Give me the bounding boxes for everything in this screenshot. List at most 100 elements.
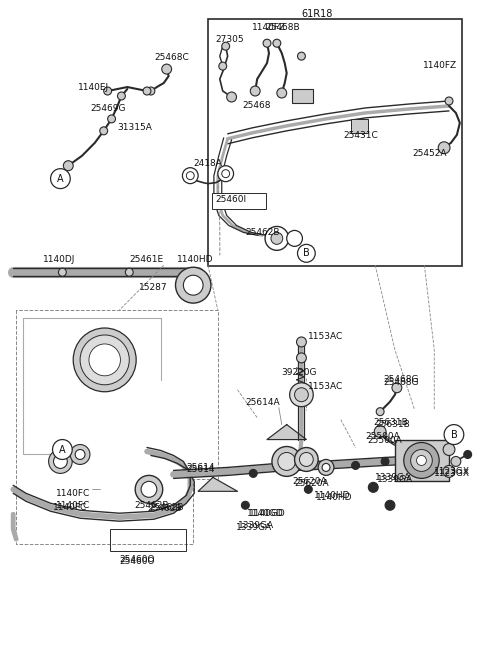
Circle shape [100,127,108,135]
Circle shape [54,455,67,469]
Circle shape [183,275,203,295]
Circle shape [50,169,70,189]
Text: 1123GX: 1123GX [434,467,470,477]
Text: 1153AC: 1153AC [308,382,344,391]
Bar [208,19,462,266]
Text: 25468G: 25468G [383,375,419,384]
Circle shape [288,465,296,473]
Circle shape [250,86,260,96]
Text: 25620A: 25620A [293,477,327,487]
Text: 25462B: 25462B [149,503,183,512]
Circle shape [80,335,129,385]
Circle shape [104,87,111,95]
Text: 25614: 25614 [186,463,215,473]
Text: 1339GA: 1339GA [375,473,411,483]
Circle shape [273,39,281,47]
Circle shape [63,161,73,171]
Text: 1140GD: 1140GD [249,509,286,518]
Circle shape [48,449,72,473]
Text: 1140GD: 1140GD [247,509,284,518]
Circle shape [222,42,229,50]
Circle shape [219,62,227,70]
Text: 61R18: 61R18 [301,9,333,19]
Text: 25631B: 25631B [373,418,408,426]
Circle shape [304,485,312,493]
Circle shape [147,87,155,95]
Text: 25460O: 25460O [120,555,155,564]
Text: 25468C: 25468C [154,53,189,62]
Circle shape [59,268,66,276]
Text: 25431C: 25431C [344,131,379,140]
Text: 1140DJ: 1140DJ [43,256,75,264]
Circle shape [376,408,384,416]
Circle shape [297,353,306,363]
Text: A: A [59,444,66,455]
Bar [395,440,449,481]
Circle shape [368,483,378,493]
Circle shape [182,167,198,183]
Text: 25500A: 25500A [367,436,402,445]
Text: 1140FZ: 1140FZ [422,61,456,70]
Text: 1140FC: 1140FC [52,503,87,512]
Circle shape [295,388,308,402]
Text: 25462B: 25462B [147,504,181,513]
Polygon shape [267,424,306,440]
Circle shape [443,465,455,477]
Circle shape [186,171,194,179]
Text: 1153AC: 1153AC [308,332,344,341]
Text: 25460I: 25460I [216,195,247,204]
Text: 1140HD: 1140HD [314,491,351,500]
Text: 27305: 27305 [215,35,243,44]
Circle shape [118,92,125,100]
Circle shape [176,267,211,303]
Text: 15287: 15287 [139,283,168,292]
Text: 1140HD: 1140HD [316,493,353,502]
Circle shape [227,92,237,102]
Circle shape [272,446,301,477]
Circle shape [70,444,90,465]
Circle shape [289,383,313,406]
Text: 25468: 25468 [242,101,271,110]
Text: 25614A: 25614A [245,398,280,406]
Circle shape [295,448,318,471]
Circle shape [392,383,402,393]
Circle shape [445,97,453,105]
Text: 25452A: 25452A [413,149,447,158]
Text: 1339GA: 1339GA [236,523,272,532]
Bar [350,119,368,133]
Text: A: A [57,173,64,183]
Circle shape [443,444,455,455]
Circle shape [444,424,464,444]
Circle shape [298,52,305,60]
Circle shape [162,64,171,74]
Circle shape [300,453,313,467]
Circle shape [249,469,257,477]
Text: 25614: 25614 [186,465,215,475]
Polygon shape [198,477,238,491]
Circle shape [218,166,234,181]
Text: 1140EJ: 1140EJ [78,83,109,92]
Bar [109,529,186,551]
Text: 25631B: 25631B [375,420,410,428]
Text: 39220G: 39220G [282,368,317,377]
Text: 1140FZ: 1140FZ [252,23,287,32]
Text: 25462B: 25462B [245,228,280,238]
Text: B: B [303,248,310,258]
Circle shape [381,457,389,465]
Circle shape [464,451,472,459]
Circle shape [287,230,302,246]
Circle shape [125,268,133,276]
Text: 1140FC: 1140FC [56,501,90,510]
Text: 1339GA: 1339GA [377,475,413,485]
Text: B: B [451,430,457,440]
Circle shape [108,115,116,123]
Text: 25461E: 25461E [129,256,163,264]
Circle shape [52,440,72,459]
Circle shape [75,449,85,459]
Circle shape [265,226,288,250]
Circle shape [417,455,426,465]
Circle shape [263,39,271,47]
Circle shape [404,442,439,479]
Circle shape [141,481,157,497]
Circle shape [322,463,330,471]
